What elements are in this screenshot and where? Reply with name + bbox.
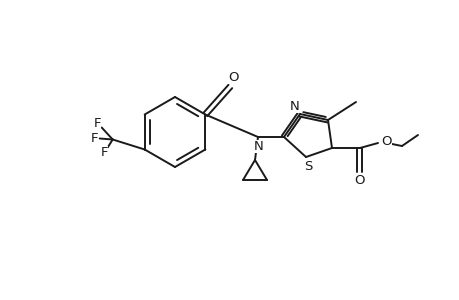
- Text: N: N: [290, 100, 299, 112]
- Text: F: F: [101, 146, 108, 159]
- Text: F: F: [91, 132, 98, 145]
- Text: F: F: [94, 117, 101, 130]
- Text: N: N: [253, 140, 263, 152]
- Text: S: S: [303, 160, 312, 172]
- Text: O: O: [381, 134, 392, 148]
- Text: O: O: [354, 175, 364, 188]
- Text: O: O: [228, 71, 238, 84]
